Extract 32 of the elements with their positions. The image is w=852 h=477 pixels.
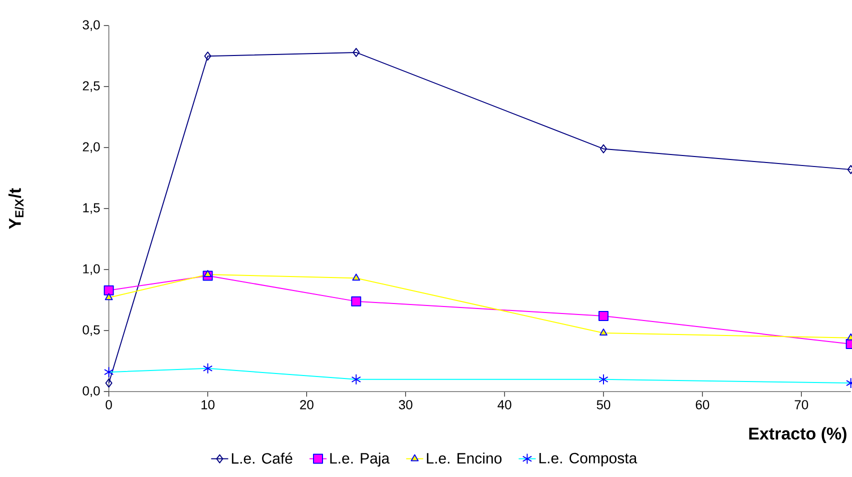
legend-label: L.e. Paja [330,452,390,467]
point [352,48,360,57]
x-tick-label: 0 [106,400,112,410]
x-tick-label: 70 [794,400,808,410]
point [204,52,212,61]
point [352,274,360,281]
point [600,328,608,336]
y-tick-label: 1,0 [83,264,100,275]
y-tick-label: 1,5 [83,203,100,214]
x-tick-label: 20 [300,400,314,410]
point [351,296,362,306]
point [104,293,113,300]
legend-label: L.e. Encino [426,452,502,464]
legend-label: L.e. Composta [539,452,638,466]
y-tick-label: 2,5 [82,81,100,92]
y-tick-label: 2,0 [82,142,100,153]
point [204,270,212,277]
x-axis-title: Extracto (%) [749,427,846,443]
x-tick-label: 50 [596,400,610,410]
x-tick-label: 30 [398,400,412,410]
point [598,310,608,321]
x-tick-label: 60 [696,400,710,410]
x-tick-label: 10 [202,400,214,410]
y-tick-label: 0,0 [82,386,100,397]
y-tick-label: 0,5 [82,325,100,336]
point [105,378,112,388]
y-tick-label: 3,0 [82,20,100,31]
point [600,144,607,154]
y-axis-title: Y$_{E/X}$/t [8,188,24,230]
point [104,285,114,296]
x-tick-label: 40 [498,400,512,410]
legend-label: L.e. Café [232,452,292,464]
